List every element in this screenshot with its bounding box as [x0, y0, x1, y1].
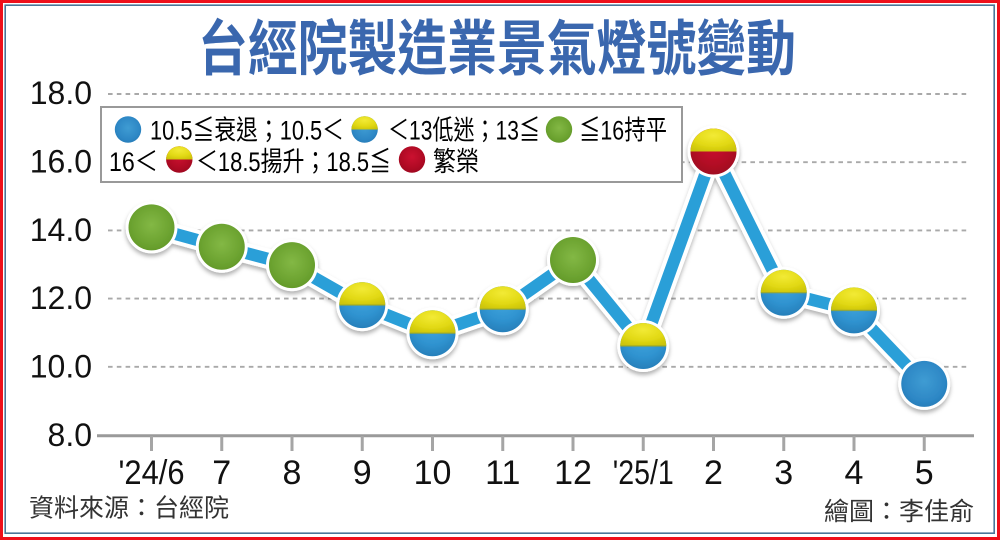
- svg-text:繪圖：李佳俞: 繪圖：李佳俞: [824, 498, 974, 526]
- svg-text:＜13低迷；13≦: ＜13低迷；13≦: [388, 116, 540, 146]
- svg-text:8.0: 8.0: [48, 417, 92, 453]
- svg-text:10.0: 10.0: [30, 349, 92, 385]
- svg-text:10: 10: [414, 454, 452, 492]
- svg-text:4: 4: [845, 454, 864, 492]
- svg-text:繁榮: 繁榮: [433, 147, 479, 177]
- svg-text:台經院製造業景氣燈號變動: 台經院製造業景氣燈號變動: [198, 16, 796, 83]
- svg-text:16＜: 16＜: [109, 147, 158, 177]
- svg-text:9: 9: [353, 454, 372, 492]
- svg-text:16.0: 16.0: [30, 144, 92, 180]
- svg-text:11: 11: [485, 454, 520, 492]
- svg-text:3: 3: [774, 454, 793, 492]
- svg-text:7: 7: [212, 454, 231, 492]
- svg-text:10.5≦衰退；10.5＜: 10.5≦衰退；10.5＜: [150, 116, 344, 146]
- svg-text:≦16持平: ≦16持平: [579, 116, 667, 146]
- svg-text:＜18.5揚升；18.5≦: ＜18.5揚升；18.5≦: [196, 147, 391, 177]
- svg-text:5: 5: [915, 454, 934, 492]
- svg-text:8: 8: [283, 454, 302, 492]
- svg-text:資料來源：台經院: 資料來源：台經院: [29, 495, 229, 523]
- svg-text:'25/1: '25/1: [613, 454, 674, 492]
- svg-text:14.0: 14.0: [30, 212, 92, 248]
- svg-text:'24/6: '24/6: [119, 454, 185, 492]
- svg-text:12: 12: [554, 454, 592, 492]
- svg-text:12.0: 12.0: [30, 280, 92, 316]
- svg-text:18.0: 18.0: [30, 75, 92, 111]
- svg-text:2: 2: [704, 454, 723, 492]
